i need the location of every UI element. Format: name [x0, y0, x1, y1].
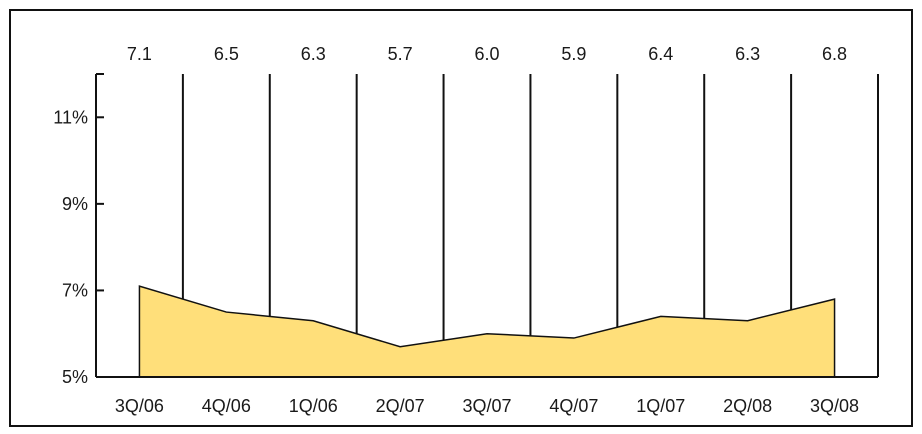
- y-tick-label: 7%: [62, 280, 88, 300]
- series-line: [138, 285, 836, 377]
- value-label: 7.1: [127, 44, 152, 64]
- x-tick-label: 4Q/07: [549, 396, 598, 416]
- x-tick-label: 3Q/07: [462, 396, 511, 416]
- area-fill: [139, 286, 835, 377]
- y-tick-label: 11%: [53, 107, 88, 127]
- x-tick-label: 2Q/07: [376, 396, 425, 416]
- y-tick-label: 9%: [62, 194, 88, 214]
- x-tick-label: 2Q/08: [723, 396, 772, 416]
- value-label: 6.8: [822, 44, 847, 64]
- x-tick-label: 3Q/06: [115, 396, 164, 416]
- value-label: 6.3: [735, 44, 760, 64]
- x-tick-label: 3Q/08: [810, 396, 859, 416]
- value-label: 6.3: [301, 44, 326, 64]
- value-label: 6.0: [474, 44, 499, 64]
- x-tick-label: 1Q/07: [636, 396, 685, 416]
- plot-area: 5% 7% 9% 11% 3Q/06 7.1 4Q/06 6.5 1Q/06 6.3 2Q/07 5.…: [53, 44, 879, 416]
- value-label: 6.4: [648, 44, 673, 64]
- x-tick-label: 4Q/06: [202, 396, 251, 416]
- value-label: 5.7: [388, 44, 413, 64]
- y-tick-label: 5%: [62, 367, 88, 387]
- x-tick-label: 1Q/06: [289, 396, 338, 416]
- value-label: 5.9: [561, 44, 586, 64]
- value-label: 6.5: [214, 44, 239, 64]
